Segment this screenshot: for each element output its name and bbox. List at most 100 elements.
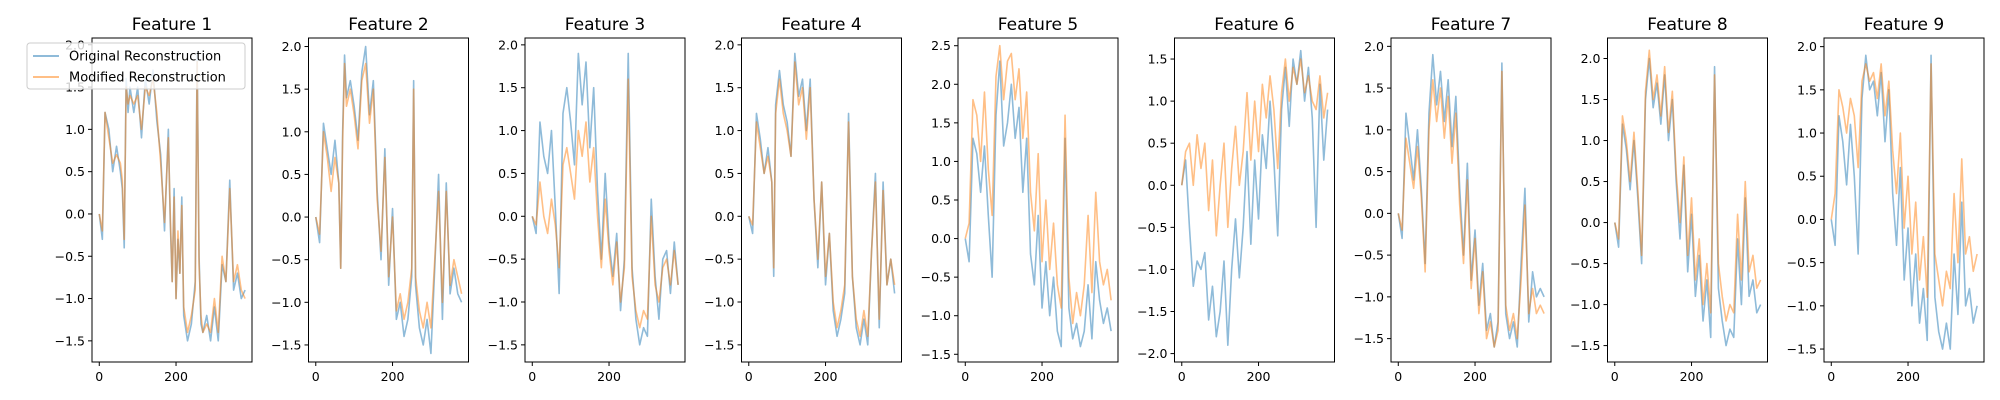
y-tick-label: 0.0 xyxy=(1364,206,1384,221)
series-line-modified xyxy=(1830,63,1978,307)
panel-title: Feature 8 xyxy=(1647,15,1727,35)
y-tick-label: 0.0 xyxy=(65,206,85,221)
panel-title: Feature 2 xyxy=(348,15,428,35)
axes-frame xyxy=(1390,37,1552,363)
y-tick-label: −2.0 xyxy=(1137,346,1167,361)
y-tick-label: −0.5 xyxy=(1787,255,1817,270)
chart-panel-8: −1.5 −1.0 −0.5 0.0 0.5 1.0 1.5 2.0 0 200 Feature 8 xyxy=(1570,15,1768,384)
y-tick-label: 2.5 xyxy=(931,38,951,53)
series-line-modified xyxy=(1180,58,1329,237)
y-tick-label: −1.0 xyxy=(1354,289,1384,304)
chart-panel-6: −2.0 −1.5 −1.0 −0.5 0.0 0.5 1.0 1.5 0 200 Feature … xyxy=(1137,15,1335,384)
y-tick-label: 0.5 xyxy=(931,193,951,208)
y-tick-label: 2.0 xyxy=(1581,51,1601,66)
y-tick-label: 0.0 xyxy=(1148,178,1168,193)
panel-title: Feature 3 xyxy=(565,15,645,35)
series-line-original xyxy=(314,45,463,355)
x-tick-label: 0 xyxy=(1611,369,1619,384)
y-tick-label: −1.0 xyxy=(704,295,734,310)
y-tick-label: −1.0 xyxy=(921,308,951,323)
chart-panel-7: −1.5 −1.0 −0.5 0.0 0.5 1.0 1.5 2.0 0 200 Feature 7 xyxy=(1354,15,1552,384)
legend-box xyxy=(26,42,246,90)
panel-title: Feature 5 xyxy=(998,15,1078,35)
y-tick-label: 0.0 xyxy=(282,210,302,225)
y-tick-label: −1.0 xyxy=(1787,298,1817,313)
y-tick-label: 0.5 xyxy=(282,167,302,182)
y-tick-label: 1.0 xyxy=(715,123,735,138)
series-line-modified xyxy=(748,61,896,338)
y-tick-label: −1.0 xyxy=(55,291,85,306)
y-tick-label: −0.5 xyxy=(1137,220,1167,235)
y-tick-label: 0.5 xyxy=(65,164,85,179)
series-line-original xyxy=(1397,53,1545,348)
x-tick-label: 200 xyxy=(1896,369,1920,384)
y-tick-label: −0.5 xyxy=(1570,256,1600,271)
y-tick-label: 1.0 xyxy=(1148,94,1168,109)
chart-panel-2: −1.5 −1.0 −0.5 0.0 0.5 1.0 1.5 2.0 0 200 Feature 2 xyxy=(271,15,469,384)
y-tick-label: 1.5 xyxy=(1797,82,1817,97)
panel-title: Feature 7 xyxy=(1431,15,1511,35)
chart-panel-5: −1.5 −1.0 −0.5 0.0 0.5 1.0 1.5 2.0 2.5 0 200 Featur… xyxy=(921,15,1119,384)
y-tick-label: −0.5 xyxy=(271,252,301,267)
x-tick-label: 0 xyxy=(961,369,969,384)
y-tick-label: 0.0 xyxy=(1581,215,1601,230)
chart-panel-4: −1.5 −1.0 −0.5 0.0 0.5 1.0 1.5 2.0 0 200 Feature 4 xyxy=(704,15,902,384)
x-tick-label: 0 xyxy=(95,369,103,384)
chart-panel-3: −1.5 −1.0 −0.5 0.0 0.5 1.0 1.5 2.0 0 200 Feature 3 xyxy=(488,15,686,384)
series-line-modified xyxy=(1397,70,1545,348)
axes-frame xyxy=(1823,37,1985,363)
y-tick-label: 1.5 xyxy=(282,82,302,97)
y-tick-label: −1.0 xyxy=(1137,262,1167,277)
y-tick-label: 0.5 xyxy=(1581,174,1601,189)
y-tick-label: 0.5 xyxy=(715,166,735,181)
x-tick-label: 200 xyxy=(597,369,621,384)
axes-frame xyxy=(1174,37,1335,363)
chart-panel-9: −1.5 −1.0 −0.5 0.0 0.5 1.0 1.5 2.0 0 200 Feature 9 xyxy=(1787,15,1985,384)
series-line-original xyxy=(964,60,1112,348)
y-tick-label: 0.0 xyxy=(498,209,518,224)
y-tick-label: −0.5 xyxy=(921,270,951,285)
series-line-original xyxy=(1613,57,1762,347)
legend: Original Reconstruction Modified Reconstr… xyxy=(26,42,246,90)
axes-frame xyxy=(91,37,253,363)
x-tick-label: 0 xyxy=(1394,369,1402,384)
y-tick-label: 0.5 xyxy=(1797,169,1817,184)
y-tick-label: 0.0 xyxy=(1797,212,1817,227)
legend-label: Original Reconstruction xyxy=(69,50,221,65)
y-tick-label: 2.0 xyxy=(1797,39,1817,54)
y-tick-label: −1.5 xyxy=(1570,338,1600,353)
series-line-modified xyxy=(314,62,463,329)
y-tick-label: 2.0 xyxy=(282,39,302,54)
y-tick-label: 1.0 xyxy=(498,123,518,138)
panel-title: Feature 6 xyxy=(1214,15,1294,35)
y-tick-label: 1.5 xyxy=(1581,92,1601,107)
x-tick-label: 200 xyxy=(814,369,838,384)
y-tick-label: −1.5 xyxy=(271,337,301,352)
series-line-modified xyxy=(1613,49,1762,322)
x-tick-label: 0 xyxy=(1178,369,1186,384)
series-line-original xyxy=(1180,49,1329,346)
y-tick-label: 1.0 xyxy=(1797,126,1817,141)
y-tick-label: 1.0 xyxy=(65,122,85,137)
y-tick-label: 1.0 xyxy=(931,154,951,169)
x-tick-label: 0 xyxy=(312,369,320,384)
y-tick-label: −1.5 xyxy=(1137,304,1167,319)
y-tick-label: −1.0 xyxy=(1570,297,1600,312)
x-tick-label: 200 xyxy=(164,369,188,384)
y-tick-label: 0.0 xyxy=(931,231,951,246)
series-line-modified xyxy=(98,60,246,334)
axes-frame xyxy=(741,37,902,363)
y-tick-label: 1.5 xyxy=(498,80,518,95)
x-tick-label: 0 xyxy=(528,369,536,384)
series-line-original xyxy=(1830,54,1978,350)
y-tick-label: −1.5 xyxy=(55,333,85,348)
series-line-modified xyxy=(531,78,679,329)
y-tick-label: 2.0 xyxy=(931,77,951,92)
y-tick-label: 1.5 xyxy=(1364,81,1384,96)
y-tick-label: 1.5 xyxy=(931,115,951,130)
y-tick-label: −0.5 xyxy=(55,249,85,264)
y-tick-label: 1.0 xyxy=(1581,133,1601,148)
axes-frame xyxy=(957,37,1119,363)
x-tick-label: 0 xyxy=(1827,369,1835,384)
